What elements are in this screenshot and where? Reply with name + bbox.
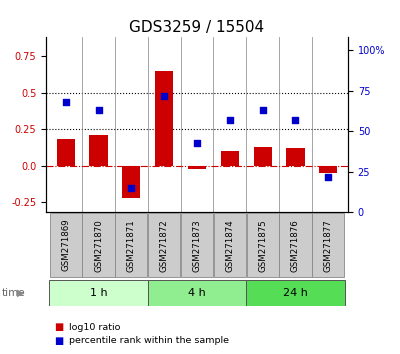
Bar bbox=[148, 280, 246, 306]
Bar bbox=[82, 213, 115, 277]
Text: GSM271869: GSM271869 bbox=[61, 219, 70, 272]
Text: time: time bbox=[2, 288, 26, 298]
Bar bbox=[50, 213, 82, 277]
Bar bbox=[148, 213, 180, 277]
Point bbox=[194, 140, 200, 145]
Text: GSM271872: GSM271872 bbox=[160, 219, 169, 272]
Text: ■: ■ bbox=[54, 336, 63, 346]
Text: 1 h: 1 h bbox=[90, 288, 107, 298]
Point bbox=[95, 107, 102, 113]
Bar bbox=[319, 166, 337, 173]
Bar bbox=[221, 151, 239, 166]
Bar bbox=[57, 139, 75, 166]
Bar bbox=[188, 166, 206, 169]
Bar bbox=[312, 213, 344, 277]
Title: GDS3259 / 15504: GDS3259 / 15504 bbox=[130, 19, 264, 35]
Bar bbox=[246, 280, 345, 306]
Text: ■: ■ bbox=[54, 322, 63, 332]
Point bbox=[62, 99, 69, 105]
Text: GSM271876: GSM271876 bbox=[291, 219, 300, 272]
Text: GSM271875: GSM271875 bbox=[258, 219, 267, 272]
Text: GSM271871: GSM271871 bbox=[127, 219, 136, 272]
Text: 4 h: 4 h bbox=[188, 288, 206, 298]
Text: GSM271877: GSM271877 bbox=[324, 219, 333, 272]
Bar bbox=[279, 213, 312, 277]
Bar bbox=[49, 280, 148, 306]
Text: 24 h: 24 h bbox=[283, 288, 308, 298]
Text: GSM271873: GSM271873 bbox=[192, 219, 202, 272]
Point bbox=[260, 107, 266, 113]
Bar bbox=[214, 213, 246, 277]
Point bbox=[292, 117, 299, 123]
Text: log10 ratio: log10 ratio bbox=[69, 323, 120, 332]
Point bbox=[161, 93, 167, 98]
Bar bbox=[90, 135, 108, 166]
Bar bbox=[286, 148, 304, 166]
Point bbox=[325, 174, 332, 179]
Text: GSM271874: GSM271874 bbox=[225, 219, 234, 272]
Bar bbox=[181, 213, 213, 277]
Point bbox=[227, 117, 233, 123]
Bar bbox=[254, 147, 272, 166]
Point bbox=[128, 185, 134, 191]
Bar bbox=[246, 213, 279, 277]
Text: GSM271870: GSM271870 bbox=[94, 219, 103, 272]
Text: percentile rank within the sample: percentile rank within the sample bbox=[69, 336, 229, 346]
Text: ▶: ▶ bbox=[17, 288, 24, 298]
Bar bbox=[115, 213, 148, 277]
Bar bbox=[122, 166, 140, 198]
Bar bbox=[155, 71, 173, 166]
